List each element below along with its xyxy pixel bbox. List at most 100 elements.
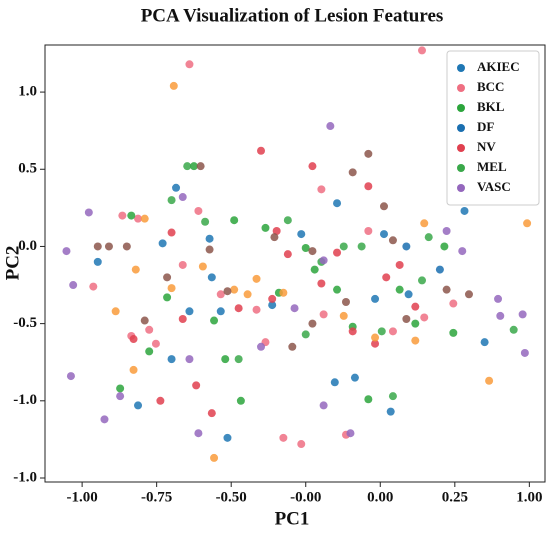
legend-marker <box>457 124 465 132</box>
point <box>402 314 411 323</box>
x-tick-label: 0.00 <box>367 489 393 505</box>
point <box>464 290 473 299</box>
y-tick-label: -1.0 <box>13 469 37 485</box>
point <box>194 206 203 215</box>
point <box>163 293 172 302</box>
point <box>261 223 270 232</box>
point <box>189 162 198 171</box>
point <box>185 307 194 316</box>
x-tick-label: -1.00 <box>66 489 97 505</box>
legend-label: NV <box>477 139 496 154</box>
point <box>485 376 494 385</box>
point <box>301 330 310 339</box>
point <box>480 338 489 347</box>
point <box>404 290 413 299</box>
point <box>364 149 373 158</box>
point <box>185 60 194 69</box>
legend-marker <box>457 164 465 172</box>
point <box>116 384 125 393</box>
point <box>252 305 261 314</box>
point <box>520 348 529 357</box>
point <box>163 273 172 282</box>
point <box>196 162 205 171</box>
point <box>388 327 397 336</box>
point <box>460 206 469 215</box>
point <box>194 429 203 438</box>
point <box>357 242 366 251</box>
point <box>158 239 167 248</box>
legend-label: DF <box>477 119 494 134</box>
point <box>350 373 359 382</box>
point <box>134 401 143 410</box>
point <box>198 262 207 271</box>
point <box>364 227 373 236</box>
legend-label: VASC <box>477 179 511 194</box>
point <box>509 325 518 334</box>
legend-label: BCC <box>477 79 504 94</box>
point <box>371 294 380 303</box>
y-tick-label: 1.0 <box>18 84 37 100</box>
point <box>230 216 239 225</box>
point <box>518 310 527 319</box>
point <box>420 219 429 228</box>
point <box>317 185 326 194</box>
point <box>140 214 149 223</box>
point <box>183 162 192 171</box>
point <box>216 290 225 299</box>
legend-label: BKL <box>477 99 505 114</box>
x-tick-label: 1.00 <box>516 489 542 505</box>
point <box>411 336 420 345</box>
point <box>442 227 451 236</box>
point <box>223 287 232 296</box>
point <box>379 202 388 211</box>
point <box>62 247 71 256</box>
point <box>333 199 342 208</box>
point <box>308 247 317 256</box>
point <box>185 355 194 364</box>
point <box>308 162 317 171</box>
x-tick-label: -0.00 <box>290 489 321 505</box>
point <box>234 304 243 313</box>
point <box>140 316 149 325</box>
x-tick-label: -0.75 <box>141 489 172 505</box>
point <box>272 227 281 236</box>
point <box>230 285 239 294</box>
point <box>178 260 187 269</box>
point <box>382 273 391 282</box>
y-tick-label: -1.0 <box>13 392 37 408</box>
point <box>449 299 458 308</box>
point <box>442 285 451 294</box>
point <box>104 242 113 251</box>
point <box>116 392 125 401</box>
point <box>411 319 420 328</box>
point <box>310 265 319 274</box>
point <box>127 211 136 220</box>
point <box>283 216 292 225</box>
point <box>301 243 310 252</box>
point <box>66 372 75 381</box>
point <box>201 217 210 226</box>
point <box>371 339 380 348</box>
legend-label: MEL <box>477 159 507 174</box>
point <box>377 327 386 336</box>
point <box>346 429 355 438</box>
point <box>234 355 243 364</box>
point <box>169 81 178 90</box>
point <box>288 342 297 351</box>
legend-label: AKIEC <box>477 59 520 74</box>
point <box>210 316 219 325</box>
legend-box <box>446 50 540 206</box>
point <box>145 347 154 356</box>
point <box>418 46 427 55</box>
point <box>210 453 219 462</box>
point <box>236 396 245 405</box>
legend-marker <box>457 184 465 192</box>
point <box>330 378 339 387</box>
point <box>348 168 357 177</box>
point <box>420 313 429 322</box>
point <box>192 381 201 390</box>
point <box>223 433 232 442</box>
point <box>348 327 357 336</box>
point <box>364 182 373 191</box>
